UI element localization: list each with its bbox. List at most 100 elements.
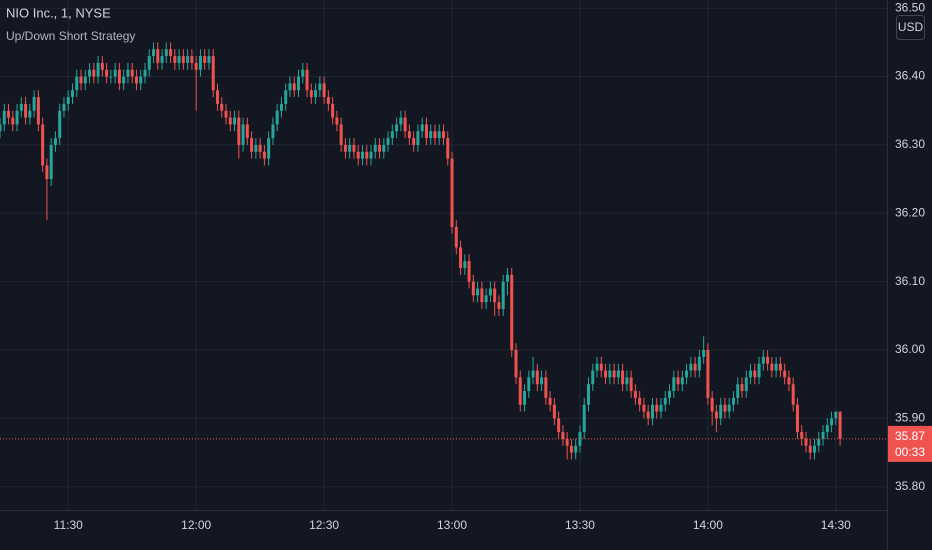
- candle-body: [497, 302, 501, 310]
- candle-body: [834, 411, 838, 419]
- candle-body: [706, 350, 710, 398]
- candle-body: [672, 377, 676, 392]
- candle-body: [331, 103, 335, 118]
- candle-body: [96, 62, 100, 77]
- currency-box[interactable]: [896, 15, 925, 40]
- candle-body: [24, 103, 28, 118]
- candle-body: [774, 363, 778, 371]
- candle-body: [557, 418, 561, 433]
- axes: 35.80 35.90 36.00 36.10 36.20 36.30 36.40 36.50…: [0, 0, 932, 532]
- candle-body: [7, 110, 11, 118]
- candle-body: [220, 103, 224, 111]
- candle-body: [203, 56, 207, 63]
- candle-body: [838, 411, 842, 439]
- candle-body: [360, 151, 364, 159]
- candle-body: [535, 370, 539, 385]
- candle-body: [757, 363, 761, 378]
- candle-body: [591, 370, 595, 385]
- candle-body: [749, 370, 753, 378]
- candle-body: [702, 350, 706, 357]
- candle-body: [552, 404, 556, 419]
- candle-body: [113, 69, 117, 77]
- candle-body: [659, 404, 663, 412]
- y-tick-label: 36.30: [895, 137, 925, 151]
- candle-body: [595, 363, 599, 371]
- candle-body: [177, 56, 181, 63]
- candle-body: [156, 49, 160, 63]
- candle-body: [633, 391, 637, 398]
- candle-body: [297, 76, 301, 91]
- candle-body: [66, 97, 70, 104]
- candle-body: [0, 124, 2, 132]
- candle-body: [117, 69, 121, 84]
- candle-body: [463, 261, 467, 268]
- candle-body: [181, 56, 185, 63]
- candle-body: [808, 445, 812, 453]
- countdown-label: 00:33: [895, 445, 925, 459]
- candle-body: [53, 138, 57, 145]
- candle-body: [689, 363, 693, 371]
- candle-body: [164, 49, 168, 57]
- currency[interactable]: USD: [898, 20, 924, 34]
- grid: [0, 0, 887, 510]
- candle-body: [237, 117, 241, 145]
- candle-body: [2, 110, 6, 125]
- candle-body: [130, 69, 134, 77]
- candle-body: [424, 124, 428, 139]
- candle-body: [680, 377, 684, 385]
- candle-body: [830, 418, 834, 426]
- candle-body: [514, 350, 518, 378]
- x-tick-label: 14:00: [693, 518, 723, 532]
- candle-body: [710, 397, 714, 412]
- candle-body: [740, 384, 744, 392]
- candle-body: [169, 49, 173, 57]
- candle-body: [352, 144, 356, 152]
- candle-body: [446, 138, 450, 159]
- candle-body: [279, 103, 283, 111]
- y-tick-label: 36.00: [895, 342, 925, 356]
- candle-body: [233, 117, 237, 125]
- candle-body: [505, 274, 509, 282]
- candle-body: [314, 90, 318, 98]
- y-tick-label: 36.10: [895, 274, 925, 288]
- candle-body: [467, 261, 471, 282]
- candle-body: [518, 377, 522, 405]
- candle-body: [215, 90, 219, 104]
- candle-body: [11, 117, 15, 125]
- candle-body: [339, 124, 343, 145]
- candle-body: [70, 90, 74, 98]
- candle-body: [254, 144, 258, 152]
- candle-body: [173, 56, 177, 63]
- candle-body: [484, 295, 488, 303]
- candle-body: [309, 90, 313, 98]
- candle-body: [501, 281, 505, 310]
- candle-body: [663, 397, 667, 405]
- candle-body: [454, 226, 458, 248]
- candle-body: [45, 165, 49, 180]
- candle-body: [604, 370, 608, 378]
- candle-body: [668, 391, 672, 398]
- candle-body: [650, 404, 654, 419]
- candle-body: [638, 397, 642, 405]
- candle-body: [143, 69, 147, 77]
- candle-body: [288, 83, 292, 91]
- candle-body: [186, 56, 190, 63]
- candle-body: [736, 384, 740, 398]
- candle-body: [569, 445, 573, 453]
- x-tick-label: 13:30: [565, 518, 595, 532]
- candle-body: [395, 124, 399, 132]
- candle-body: [15, 110, 19, 125]
- candle-body: [271, 124, 275, 139]
- candle-body: [262, 151, 266, 159]
- last-price-box: [888, 425, 932, 462]
- candle-body: [727, 404, 731, 412]
- candle-body: [791, 384, 795, 405]
- candle-body: [382, 144, 386, 152]
- candle-body: [79, 76, 83, 84]
- candle-body: [403, 117, 407, 132]
- x-tick-label: 14:30: [821, 518, 851, 532]
- candle-body: [561, 432, 565, 439]
- candle-body: [817, 438, 821, 446]
- candle-body: [416, 131, 420, 145]
- candle-body: [813, 445, 817, 453]
